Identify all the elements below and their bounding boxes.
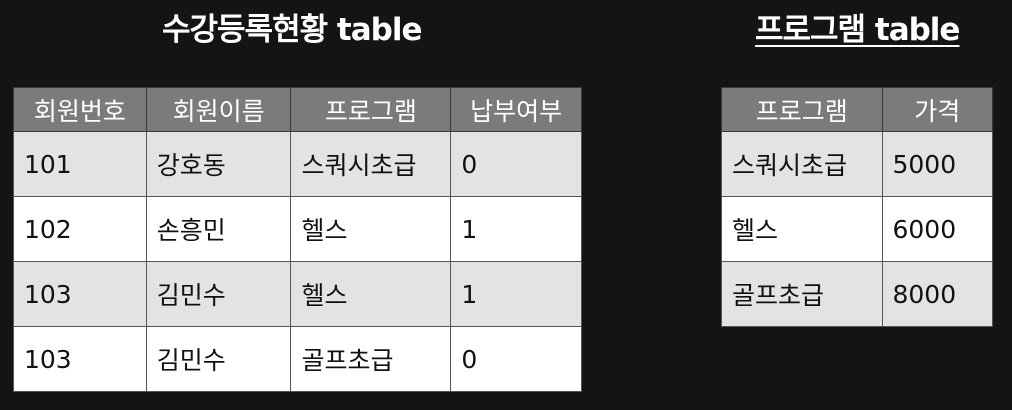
column-header-price: 가격 <box>881 87 993 132</box>
column-header-program: 프로그램 <box>290 87 452 132</box>
cell-member-id: 102 <box>13 196 147 262</box>
table-row: 골프초급 8000 <box>721 261 993 327</box>
cell-program: 헬스 <box>290 196 452 262</box>
cell-price: 5000 <box>881 131 993 197</box>
cell-member-id: 103 <box>13 261 147 327</box>
cell-program: 골프초급 <box>721 261 883 327</box>
table-row: 102 손흥민 헬스 1 <box>13 196 582 262</box>
cell-program: 헬스 <box>290 261 452 327</box>
cell-member-name: 손흥민 <box>145 196 292 262</box>
cell-program: 헬스 <box>721 196 883 262</box>
table-row: 스쿼시초급 5000 <box>721 131 993 197</box>
program-table-title: 프로그램 table <box>755 12 960 48</box>
cell-member-id: 101 <box>13 131 147 197</box>
cell-price: 6000 <box>881 196 993 262</box>
cell-program: 스쿼시초급 <box>290 131 452 197</box>
cell-member-name: 김민수 <box>145 261 292 327</box>
table-row: 103 김민수 헬스 1 <box>13 261 582 327</box>
table-header-row: 회원번호 회원이름 프로그램 납부여부 <box>13 87 582 132</box>
program-table: 프로그램 가격 스쿼시초급 5000 헬스 6000 골프초급 8000 <box>721 87 993 327</box>
column-header-paid: 납부여부 <box>450 87 582 132</box>
table-header-row: 프로그램 가격 <box>721 87 993 132</box>
registration-table-title: 수강등록현황 table <box>162 12 422 48</box>
cell-paid: 0 <box>450 326 582 392</box>
cell-paid: 1 <box>450 261 582 327</box>
cell-member-id: 103 <box>13 326 147 392</box>
column-header-member-name: 회원이름 <box>145 87 292 132</box>
column-header-member-id: 회원번호 <box>13 87 147 132</box>
table-row: 103 김민수 골프초급 0 <box>13 326 582 392</box>
column-header-program: 프로그램 <box>721 87 883 132</box>
cell-paid: 1 <box>450 196 582 262</box>
cell-price: 8000 <box>881 261 993 327</box>
cell-member-name: 김민수 <box>145 326 292 392</box>
table-row: 101 강호동 스쿼시초급 0 <box>13 131 582 197</box>
cell-member-name: 강호동 <box>145 131 292 197</box>
registration-table: 회원번호 회원이름 프로그램 납부여부 101 강호동 스쿼시초급 0 102 … <box>13 87 582 392</box>
cell-program: 스쿼시초급 <box>721 131 883 197</box>
table-row: 헬스 6000 <box>721 196 993 262</box>
cell-paid: 0 <box>450 131 582 197</box>
cell-program: 골프초급 <box>290 326 452 392</box>
